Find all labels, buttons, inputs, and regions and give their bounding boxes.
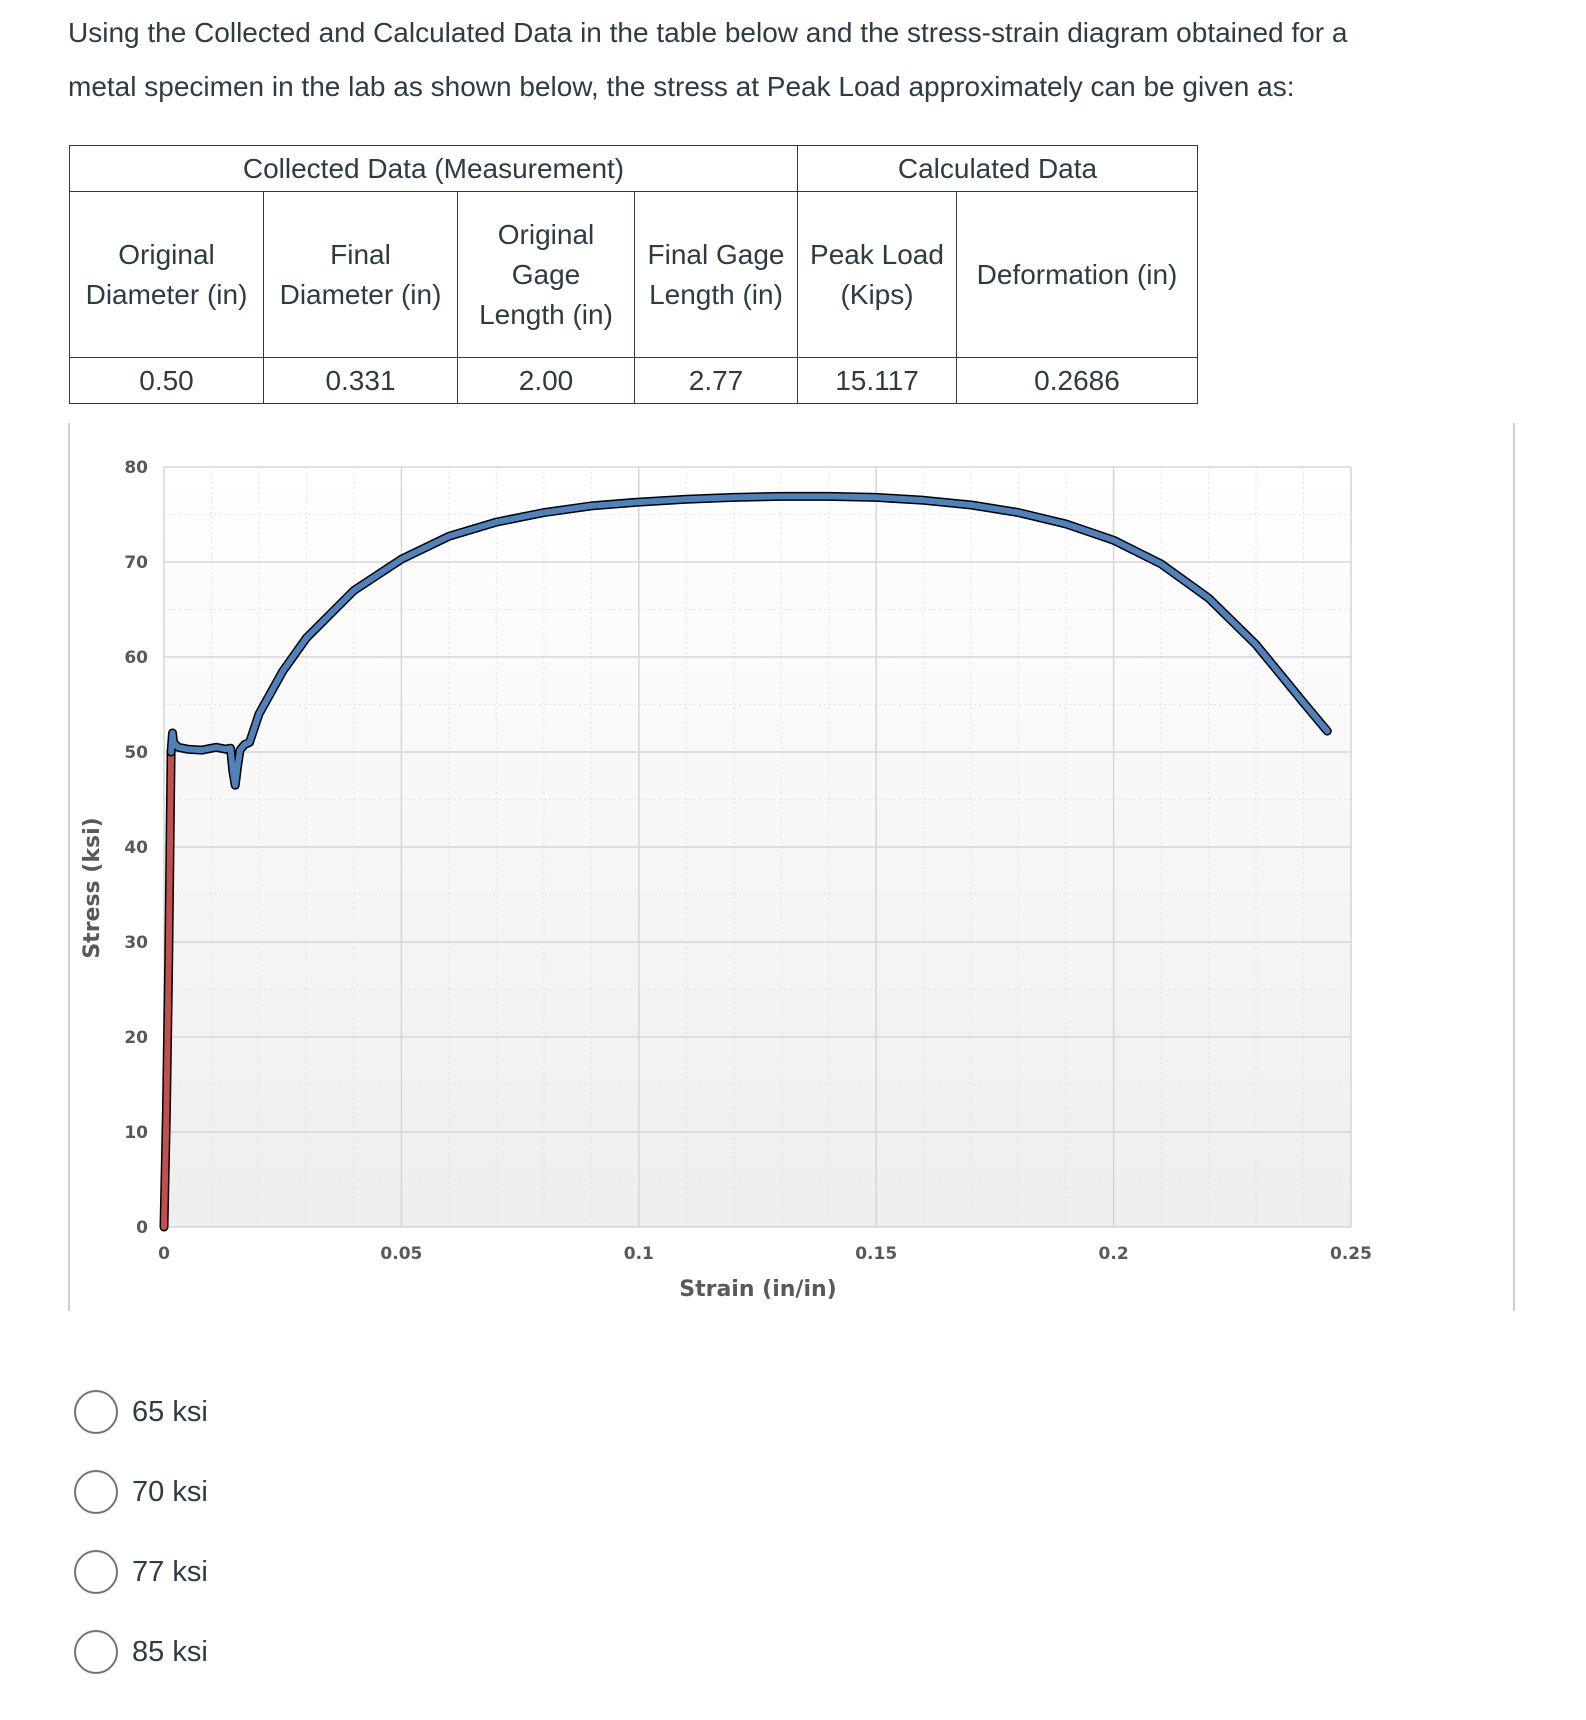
series-line-1	[168, 493, 1331, 789]
answer-label: 65 ksi	[132, 1395, 208, 1428]
series-layer	[159, 491, 1332, 1232]
answer-label: 85 ksi	[132, 1635, 208, 1668]
col-header-original-diameter: Original Diameter (in)	[69, 191, 264, 358]
question-line-2: metal specimen in the lab as shown below…	[68, 71, 1295, 102]
table-column-header-row: Original Diameter (in) Final Diameter (i…	[69, 191, 1198, 358]
y-tick-label: 60	[124, 648, 148, 668]
y-tick-label: 30	[124, 933, 148, 953]
x-tick-label: 0.2	[1099, 1244, 1129, 1264]
x-tick-label: 0	[158, 1244, 170, 1264]
col-header-final-diameter: Final Diameter (in)	[263, 191, 458, 358]
answer-label: 77 ksi	[132, 1555, 208, 1588]
x-tick-label: 0.15	[855, 1244, 897, 1264]
y-tick-label: 40	[124, 838, 148, 858]
col-header-original-gage-length: Original Gage Length (in)	[457, 191, 635, 358]
chart-svg: 0 0.05 0.1 0.15 0.2 0.25 0 10 20 30 40 50 60 70 80 Str…	[68, 423, 1515, 1311]
y-tick-label: 50	[124, 743, 148, 763]
radio-button[interactable]	[74, 1630, 118, 1674]
answer-option[interactable]: 77 ksi	[74, 1548, 208, 1596]
x-tick-label: 0.25	[1330, 1244, 1372, 1264]
y-tick-label: 10	[124, 1123, 148, 1143]
y-tick-label: 70	[124, 553, 148, 573]
y-tick-label: 20	[124, 1028, 148, 1048]
x-tick-label: 0.1	[624, 1244, 654, 1264]
cell-final-diameter: 0.331	[263, 357, 458, 404]
radio-button[interactable]	[74, 1550, 118, 1594]
y-tick-label: 80	[124, 458, 148, 478]
answer-option[interactable]: 70 ksi	[74, 1468, 208, 1516]
answer-option[interactable]: 65 ksi	[74, 1388, 208, 1436]
radio-button[interactable]	[74, 1390, 118, 1434]
x-tick-label: 0.05	[380, 1244, 422, 1264]
y-tick-label: 0	[136, 1218, 148, 1238]
data-table: Collected Data (Measurement) Calculated …	[69, 145, 1198, 404]
y-axis-label: Stress (ksi)	[80, 817, 105, 958]
cell-final-gage-length: 2.77	[634, 357, 798, 404]
grid-layer	[163, 466, 1352, 1228]
cell-original-diameter: 0.50	[69, 357, 264, 404]
cell-original-gage-length: 2.00	[457, 357, 635, 404]
tick-layer: 0 0.05 0.1 0.15 0.2 0.25 0 10 20 30 40 50 60 70 80	[124, 458, 1372, 1264]
x-axis-label: Strain (in/in)	[679, 1277, 836, 1302]
answer-label: 70 ksi	[132, 1475, 208, 1508]
group-header-calculated: Calculated Data	[797, 145, 1198, 192]
stress-strain-chart: 0 0.05 0.1 0.15 0.2 0.25 0 10 20 30 40 50 60 70 80 Str…	[68, 423, 1515, 1311]
col-header-peak-load: Peak Load (Kips)	[797, 191, 957, 358]
question-line-1: Using the Collected and Calculated Data …	[68, 17, 1348, 48]
col-header-final-gage-length: Final Gage Length (in)	[634, 191, 798, 358]
group-header-collected: Collected Data (Measurement)	[69, 145, 798, 192]
cell-deformation: 0.2686	[956, 357, 1198, 404]
series-line-0	[161, 749, 175, 1230]
table-group-header-row: Collected Data (Measurement) Calculated …	[69, 145, 1198, 192]
answer-options: 65 ksi 70 ksi 77 ksi 85 ksi	[74, 1388, 208, 1708]
table-row: 0.50 0.331 2.00 2.77 15.117 0.2686	[69, 357, 1198, 404]
col-header-deformation: Deformation (in)	[956, 191, 1198, 358]
radio-button[interactable]	[74, 1470, 118, 1514]
question-text: Using the Collected and Calculated Data …	[68, 6, 1548, 114]
answer-option[interactable]: 85 ksi	[74, 1628, 208, 1676]
cell-peak-load: 15.117	[797, 357, 957, 404]
